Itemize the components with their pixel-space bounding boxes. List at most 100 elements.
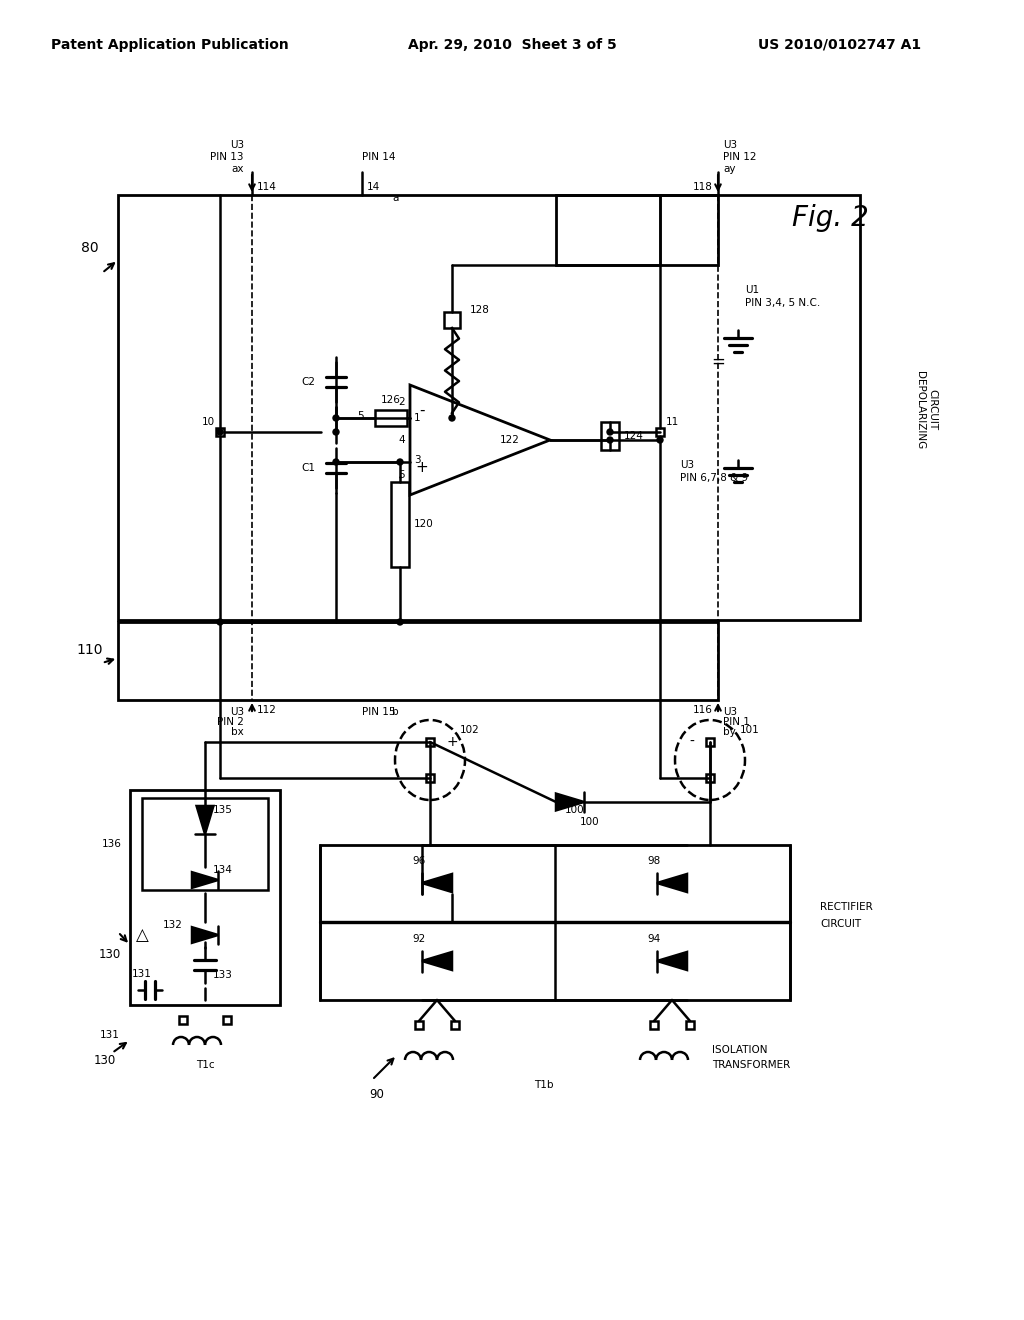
Bar [118, 195, 860, 620]
Text: +: + [416, 461, 428, 475]
Text: 128: 128 [470, 305, 489, 315]
Text: 96: 96 [413, 855, 426, 866]
Text: U3: U3 [723, 708, 737, 717]
Text: ax: ax [231, 164, 244, 174]
Bar [391, 482, 409, 568]
Text: by: by [723, 727, 736, 737]
Text: 130: 130 [94, 1053, 116, 1067]
Text: a: a [392, 193, 398, 203]
Text: PIN 1: PIN 1 [723, 717, 750, 727]
Text: 118: 118 [693, 182, 713, 191]
Text: 130: 130 [99, 949, 121, 961]
Text: T1c: T1c [196, 1060, 214, 1071]
Text: 5: 5 [398, 470, 406, 480]
Text: 92: 92 [413, 935, 426, 944]
Text: TRANSFORMER: TRANSFORMER [712, 1060, 791, 1071]
Circle shape [333, 429, 339, 436]
Bar [601, 422, 618, 450]
Text: CIRCUIT: CIRCUIT [927, 389, 937, 430]
Polygon shape [657, 952, 687, 970]
Bar [556, 195, 718, 265]
Polygon shape [556, 793, 584, 810]
Text: 136: 136 [102, 840, 122, 849]
Bar [426, 738, 434, 746]
Text: =: = [711, 352, 725, 371]
Bar [706, 738, 714, 746]
Text: U3: U3 [229, 708, 244, 717]
Text: 110: 110 [77, 643, 103, 657]
Bar [223, 1016, 231, 1024]
Text: 94: 94 [647, 935, 660, 944]
Text: PIN 12: PIN 12 [723, 152, 757, 162]
Text: T1b: T1b [535, 1080, 554, 1090]
Text: CIRCUIT: CIRCUIT [820, 919, 861, 929]
Text: 124: 124 [624, 432, 644, 441]
Text: 134: 134 [213, 865, 232, 875]
Text: 126: 126 [381, 395, 401, 405]
Text: -: - [689, 735, 694, 748]
Text: 5: 5 [357, 411, 364, 421]
Text: U1: U1 [745, 285, 759, 294]
Text: ay: ay [723, 164, 735, 174]
Bar [179, 1016, 187, 1024]
Text: 11: 11 [666, 417, 679, 426]
Text: 2: 2 [398, 397, 406, 407]
Text: 3: 3 [414, 455, 421, 465]
Text: 98: 98 [647, 855, 660, 866]
Text: bx: bx [231, 727, 244, 737]
Text: Apr. 29, 2010  Sheet 3 of 5: Apr. 29, 2010 Sheet 3 of 5 [408, 38, 616, 51]
Text: C2: C2 [301, 378, 315, 387]
Text: 80: 80 [81, 242, 98, 255]
Bar [415, 1020, 423, 1030]
Text: -: - [419, 403, 425, 417]
Text: U3: U3 [723, 140, 737, 150]
Circle shape [217, 619, 223, 624]
Circle shape [333, 414, 339, 421]
Text: 116: 116 [693, 705, 713, 715]
Text: PIN 13: PIN 13 [211, 152, 244, 162]
Text: b: b [392, 708, 398, 717]
Text: Patent Application Publication: Patent Application Publication [51, 38, 289, 51]
Text: U3: U3 [229, 140, 244, 150]
Bar [319, 845, 790, 1001]
Bar [426, 774, 434, 781]
Bar [216, 428, 224, 436]
Circle shape [217, 429, 223, 436]
Text: 131: 131 [100, 1030, 120, 1040]
Text: 100: 100 [581, 817, 600, 828]
Polygon shape [422, 952, 452, 970]
Text: 90: 90 [370, 1089, 384, 1101]
Bar [375, 411, 407, 426]
Circle shape [333, 459, 339, 465]
Text: PIN 6,7,8 & 9: PIN 6,7,8 & 9 [680, 473, 749, 483]
Bar [650, 1020, 658, 1030]
Text: PIN 2: PIN 2 [217, 717, 244, 727]
Bar [451, 1020, 459, 1030]
Bar [656, 428, 664, 436]
Circle shape [607, 437, 613, 444]
Text: PIN 3,4, 5 N.C.: PIN 3,4, 5 N.C. [745, 298, 820, 308]
Text: 114: 114 [257, 182, 276, 191]
Text: 133: 133 [213, 970, 232, 979]
Text: 132: 132 [163, 920, 183, 931]
Text: 14: 14 [367, 182, 380, 191]
Text: 4: 4 [398, 436, 406, 445]
Text: 112: 112 [257, 705, 276, 715]
Polygon shape [193, 873, 218, 888]
Text: US 2010/0102747 A1: US 2010/0102747 A1 [759, 38, 922, 51]
Circle shape [607, 429, 613, 436]
Text: ISOLATION: ISOLATION [712, 1045, 768, 1055]
Circle shape [449, 414, 455, 421]
Text: PIN 15: PIN 15 [362, 708, 395, 717]
Text: 100: 100 [565, 805, 585, 814]
Text: 135: 135 [213, 805, 232, 814]
Circle shape [397, 619, 403, 624]
Text: △: △ [135, 927, 148, 944]
Text: 120: 120 [414, 519, 434, 529]
Text: 122: 122 [500, 436, 520, 445]
Text: DEPOLARIZING: DEPOLARIZING [915, 371, 925, 449]
Text: Fig. 2: Fig. 2 [792, 205, 868, 232]
Bar [706, 774, 714, 781]
Bar [118, 622, 718, 700]
Polygon shape [197, 807, 213, 834]
